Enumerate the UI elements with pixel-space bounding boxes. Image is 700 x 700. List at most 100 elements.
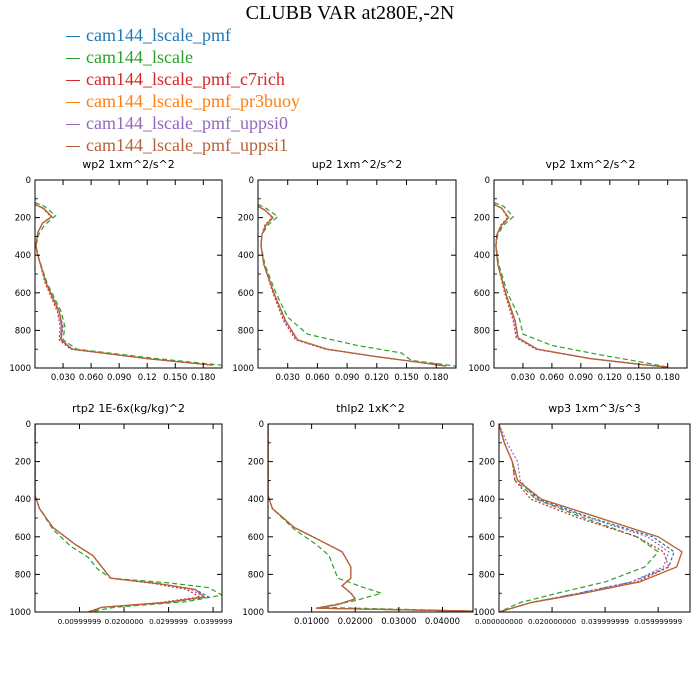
chart-title: vp2 1xm^2/s^2 [545, 158, 635, 171]
series-line [494, 203, 668, 368]
series-line [494, 203, 668, 368]
y-tick-label: 400 [474, 251, 490, 261]
y-tick-label: 600 [238, 289, 254, 299]
y-tick-label: 800 [15, 326, 31, 336]
series-line [268, 424, 473, 612]
series-line [35, 424, 207, 612]
plot-frame [493, 179, 688, 369]
y-tick-label: 600 [248, 533, 264, 543]
chart-title: wp2 1xm^2/s^2 [82, 158, 175, 171]
y-tick-label: 200 [479, 458, 495, 468]
legend-label: cam144_lscale [86, 47, 193, 67]
x-tick-label: 0.030 [276, 373, 300, 383]
x-tick-label: 0.090 [569, 373, 593, 383]
x-tick-label: 0.0200000 [105, 617, 144, 626]
series-line [35, 424, 211, 612]
y-tick-label: 800 [479, 570, 495, 580]
y-tick-label: 0 [26, 420, 31, 430]
y-tick-label: 1000 [473, 608, 495, 618]
series-group [268, 424, 473, 612]
y-tick-label: 1000 [9, 608, 31, 618]
x-tick-label: 0.120 [365, 373, 389, 383]
y-tick-label: 0 [259, 420, 264, 430]
legend-swatch [66, 58, 80, 60]
series-group [35, 424, 222, 612]
y-tick-label: 600 [474, 289, 490, 299]
x-tick-label: 0.150 [394, 373, 418, 383]
chart-panel: vp2 1xm^2/s^2 0 200 400 600 800 1000 0.030 0.060… [468, 158, 688, 383]
x-tick-label: 0.150 [627, 373, 651, 383]
chart-title: rtp2 1E-6x(kg/kg)^2 [72, 402, 185, 415]
x-tick-label: 0.0399999 [194, 617, 233, 626]
series-line [494, 203, 668, 368]
legend-item: cam144_lscale_pmf [66, 24, 300, 46]
chart-panel: thlp2 1xK^2 0 200 400 600 800 1000 0.01000 0.020… [242, 402, 474, 627]
plot-frame [257, 179, 457, 369]
x-tick-label: 0.030 [51, 373, 75, 383]
chart-title: wp3 1xm^3/s^3 [548, 402, 641, 415]
x-tick-label: 0.180 [191, 373, 215, 383]
legend-item: cam144_lscale_pmf_pr3buoy [66, 90, 300, 112]
y-tick-label: 1000 [242, 608, 264, 618]
y-tick-label: 400 [15, 495, 31, 505]
series-line [499, 424, 675, 612]
legend-item: cam144_lscale_pmf_uppsi1 [66, 134, 300, 156]
series-line [35, 424, 222, 612]
chart-panel: rtp2 1E-6x(kg/kg)^2 0 200 400 600 800 1000 0.00… [9, 402, 233, 626]
x-tick-label: 0.00999999 [58, 617, 102, 626]
x-tick-label: 0.060 [305, 373, 329, 383]
series-line [258, 205, 447, 367]
plot-frame [34, 423, 223, 613]
y-tick-label: 800 [474, 326, 490, 336]
series-line [35, 202, 222, 366]
chart-title: up2 1xm^2/s^2 [312, 158, 403, 171]
series-line [499, 424, 683, 612]
x-tick-label: 0.0299999 [149, 617, 188, 626]
legend-swatch [66, 36, 80, 38]
y-tick-label: 400 [479, 495, 495, 505]
series-group [35, 202, 222, 366]
series-line [268, 424, 473, 612]
series-line [268, 424, 473, 612]
legend-swatch [66, 124, 80, 126]
y-tick-label: 400 [15, 251, 31, 261]
y-tick-label: 1000 [232, 364, 254, 374]
x-tick-label: 0.039999999 [581, 617, 629, 626]
series-line [258, 205, 447, 367]
y-tick-label: 200 [474, 214, 490, 224]
legend-swatch [66, 102, 80, 104]
y-tick-label: 0 [485, 176, 490, 186]
y-tick-label: 0 [26, 176, 31, 186]
x-tick-label: 0.060 [79, 373, 103, 383]
series-line [35, 203, 213, 366]
series-line [258, 205, 447, 367]
legend-label: cam144_lscale_pmf_pr3buoy [86, 91, 300, 111]
y-tick-label: 200 [238, 214, 254, 224]
y-tick-label: 400 [238, 251, 254, 261]
series-line [35, 203, 213, 366]
x-tick-label: 0.020000000 [528, 617, 576, 626]
series-group [494, 202, 668, 368]
series-line [499, 424, 660, 612]
series-line [258, 203, 456, 367]
x-tick-label: 0.060 [540, 373, 564, 383]
x-tick-label: 0.090 [107, 373, 131, 383]
legend-label: cam144_lscale_pmf [86, 25, 231, 45]
chart-panel: up2 1xm^2/s^2 0 200 400 600 800 1000 0.030 0.060… [232, 158, 457, 383]
legend-item: cam144_lscale_pmf_c7rich [66, 68, 300, 90]
series-line [258, 205, 447, 367]
series-line [35, 424, 206, 612]
series-line [35, 424, 206, 612]
x-tick-label: 0.180 [424, 373, 448, 383]
y-tick-label: 0 [490, 420, 495, 430]
y-tick-label: 600 [15, 289, 31, 299]
x-tick-label: 0.059999999 [634, 617, 682, 626]
series-group [499, 424, 683, 612]
x-tick-label: 0.030 [511, 373, 535, 383]
series-group [258, 203, 456, 367]
chart-panel: wp2 1xm^2/s^2 0 200 400 600 800 1000 0.030 0.060… [9, 158, 223, 383]
chart-panel: wp3 1xm^3/s^3 0 200 400 600 800 10000.00000000… [473, 402, 691, 626]
legend-label: cam144_lscale_pmf_uppsi1 [86, 135, 288, 155]
legend-swatch [66, 80, 80, 82]
